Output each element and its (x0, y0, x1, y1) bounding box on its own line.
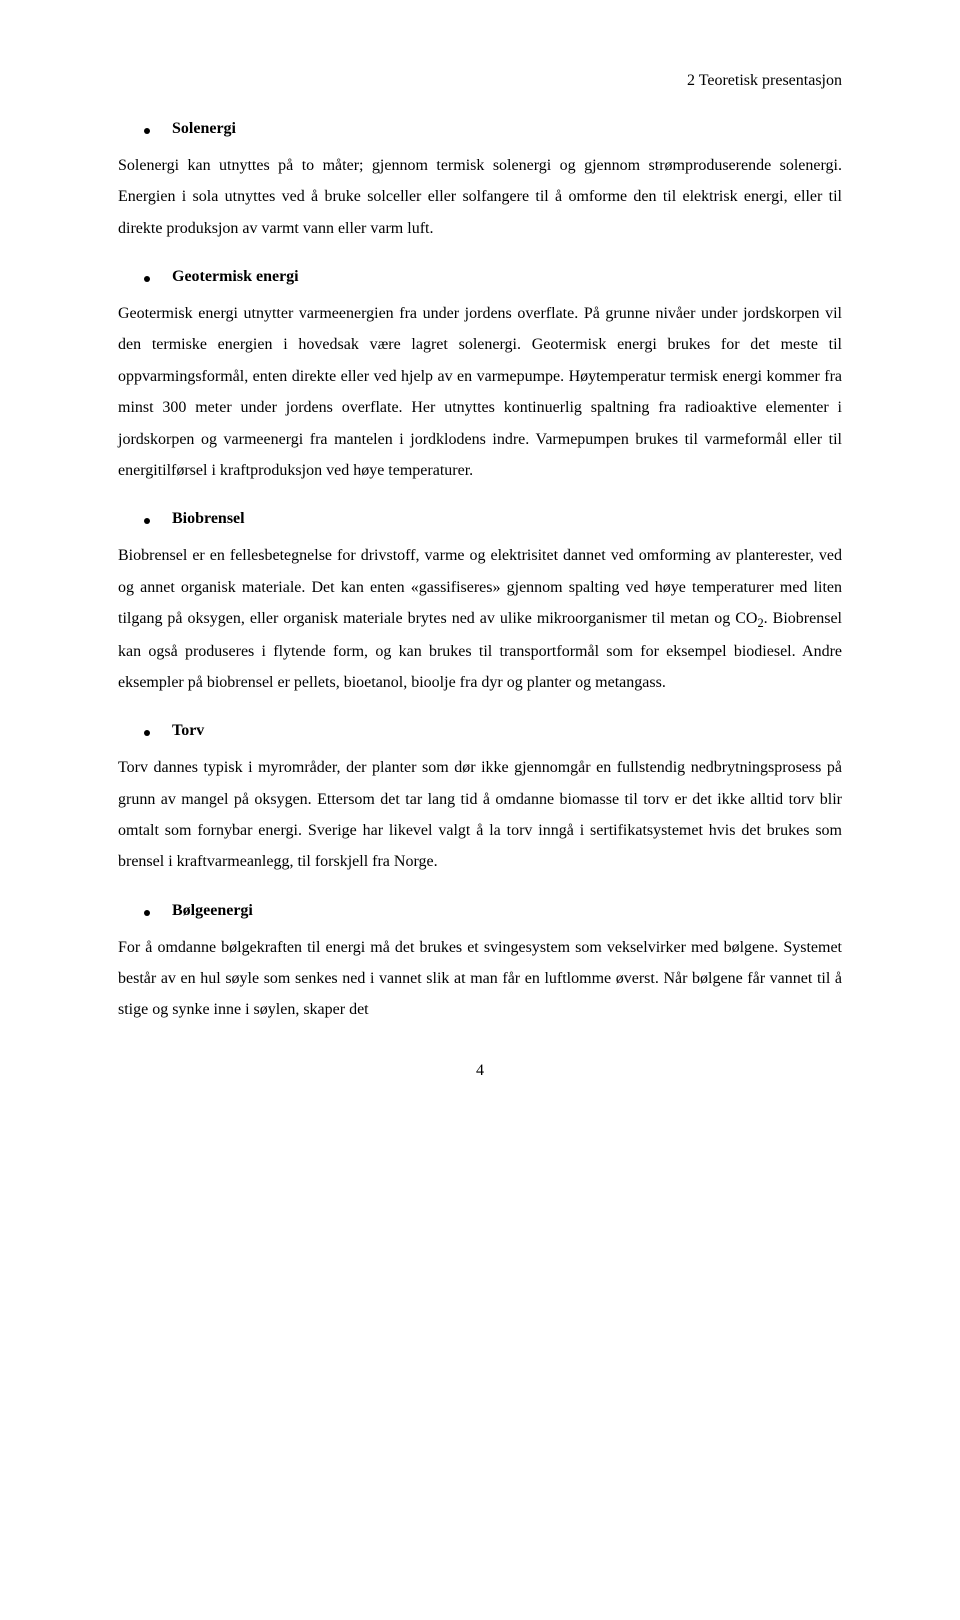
heading-text: Torv (172, 722, 204, 740)
bullet-icon (144, 276, 150, 282)
paragraph-biobrensel: Biobrensel er en fellesbetegnelse for dr… (118, 540, 842, 698)
bullet-icon (144, 910, 150, 916)
heading-text: Geotermisk energi (172, 268, 299, 286)
bullet-icon (144, 730, 150, 736)
paragraph-torv: Torv dannes typisk i myrområder, der pla… (118, 752, 842, 877)
page-number: 4 (118, 1062, 842, 1080)
heading-text: Bølgeenergi (172, 902, 253, 920)
section-heading-bolgeenergi: Bølgeenergi (118, 902, 842, 920)
paragraph-geotermisk: Geotermisk energi utnytter varmeenergien… (118, 298, 842, 486)
heading-text: Biobrensel (172, 510, 245, 528)
section-heading-solenergi: Solenergi (118, 120, 842, 138)
paragraph-solenergi: Solenergi kan utnyttes på to måter; gjen… (118, 150, 842, 244)
header-right-note: 2 Teoretisk presentasjon (118, 72, 842, 90)
section-heading-geotermisk: Geotermisk energi (118, 268, 842, 286)
section-heading-torv: Torv (118, 722, 842, 740)
heading-text: Solenergi (172, 120, 236, 138)
paragraph-bolgeenergi: For å omdanne bølgekraften til energi må… (118, 932, 842, 1026)
section-heading-biobrensel: Biobrensel (118, 510, 842, 528)
bullet-icon (144, 518, 150, 524)
bullet-icon (144, 128, 150, 134)
